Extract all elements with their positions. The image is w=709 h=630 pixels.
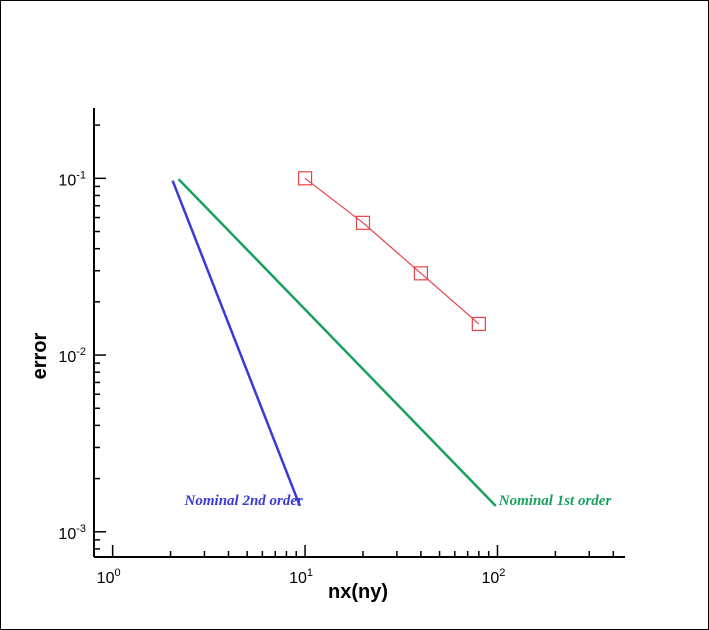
x-tick-label: 102 (482, 567, 506, 587)
reference-line (171, 180, 302, 507)
labels-layer: nx(ny) error (29, 332, 388, 603)
data-point-marker (355, 215, 371, 230)
y-tick-label: 10-2 (58, 346, 86, 366)
data-point-marker (413, 266, 429, 281)
x-axis-title: nx(ny) (328, 581, 388, 603)
x-tick-label: 101 (289, 567, 313, 587)
series-annotation: Nominal 2nd order (184, 493, 304, 509)
x-tick-label: 100 (97, 567, 121, 587)
data-point-marker (297, 171, 313, 186)
data-point-marker (471, 316, 486, 332)
error-series-line (304, 177, 480, 325)
y-axis-title: error (29, 332, 51, 379)
series-annotation: Nominal 1st order (498, 493, 612, 509)
y-tick-label: 10-3 (58, 523, 86, 543)
y-tick-label: 10-1 (58, 169, 86, 189)
series-layer: Nominal 2nd order Nominal 1st order (171, 171, 612, 509)
axes: 100 101 102 10-1 10-2 10-3 (58, 108, 625, 587)
reference-line (177, 178, 497, 507)
